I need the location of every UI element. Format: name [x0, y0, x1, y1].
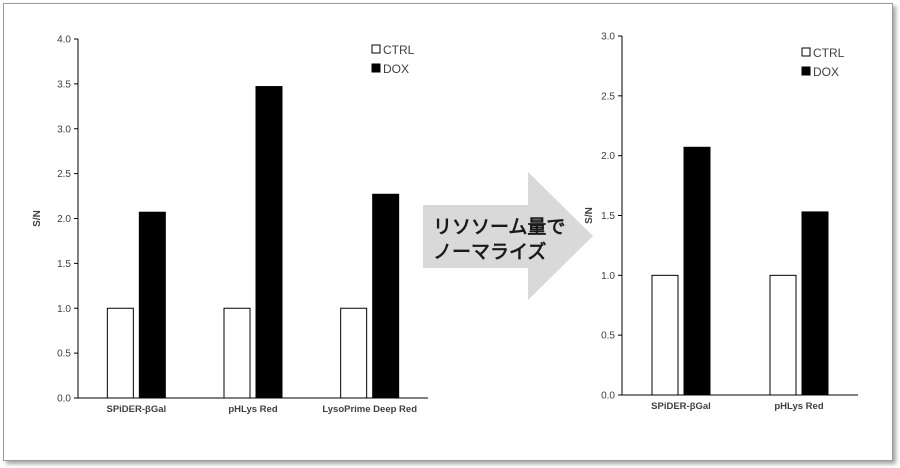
bar-ctrl-1	[223, 307, 251, 399]
y-tick-label: 3.0	[601, 32, 615, 43]
x-category-label: SPiDER-βGal	[651, 401, 711, 412]
y-tick-label: 0.0	[57, 394, 71, 405]
legend-swatch-ctrl	[801, 47, 811, 57]
y-tick-label: 2.0	[57, 214, 71, 225]
y-tick-label: 1.5	[57, 259, 71, 270]
arrow-shape	[423, 172, 593, 300]
bar-ctrl-0	[651, 274, 679, 396]
x-category-label: SPiDER-βGal	[107, 404, 167, 415]
bar-ctrl-0	[106, 307, 134, 399]
bar-dox-0	[138, 211, 166, 399]
y-tick-label: 4.0	[57, 35, 71, 46]
bar-dox-1	[801, 211, 829, 396]
legend-label-ctrl: CTRL	[383, 43, 415, 57]
legend-label-dox: DOX	[813, 65, 839, 79]
y-tick-label: 0.5	[601, 331, 615, 342]
y-tick-label: 1.0	[57, 304, 71, 315]
bar-ctrl-2	[340, 307, 368, 399]
y-axis-label: S/N	[32, 210, 43, 227]
y-tick-label: 3.5	[57, 79, 71, 90]
x-category-label: pHLys Red	[228, 404, 277, 415]
bar-dox-2	[372, 193, 400, 399]
x-category-label: LysoPrime Deep Red	[322, 404, 417, 415]
bar-dox-1	[255, 86, 283, 399]
y-tick-label: 0.0	[601, 391, 615, 402]
legend-swatch-ctrl	[371, 44, 381, 54]
y-tick-label: 2.5	[57, 169, 71, 180]
legend-swatch-dox	[371, 63, 381, 73]
y-tick-label: 3.0	[57, 124, 71, 135]
bar-dox-0	[683, 146, 711, 396]
y-tick-label: 0.5	[57, 349, 71, 360]
y-tick-label: 1.0	[601, 271, 615, 282]
legend-swatch-dox	[801, 66, 811, 76]
arrow-label-line1: リソソーム量で	[433, 216, 565, 238]
y-tick-label: 2.5	[601, 91, 615, 102]
bar-ctrl-1	[769, 274, 797, 396]
y-tick-label: 1.5	[601, 211, 615, 222]
arrow-label-line2: ノーマライズ	[433, 240, 546, 263]
y-axis-label: S/N	[584, 207, 595, 224]
x-category-label: pHLys Red	[774, 401, 823, 412]
legend-label-dox: DOX	[383, 62, 409, 76]
legend-label-ctrl: CTRL	[813, 46, 845, 60]
y-tick-label: 2.0	[601, 151, 615, 162]
